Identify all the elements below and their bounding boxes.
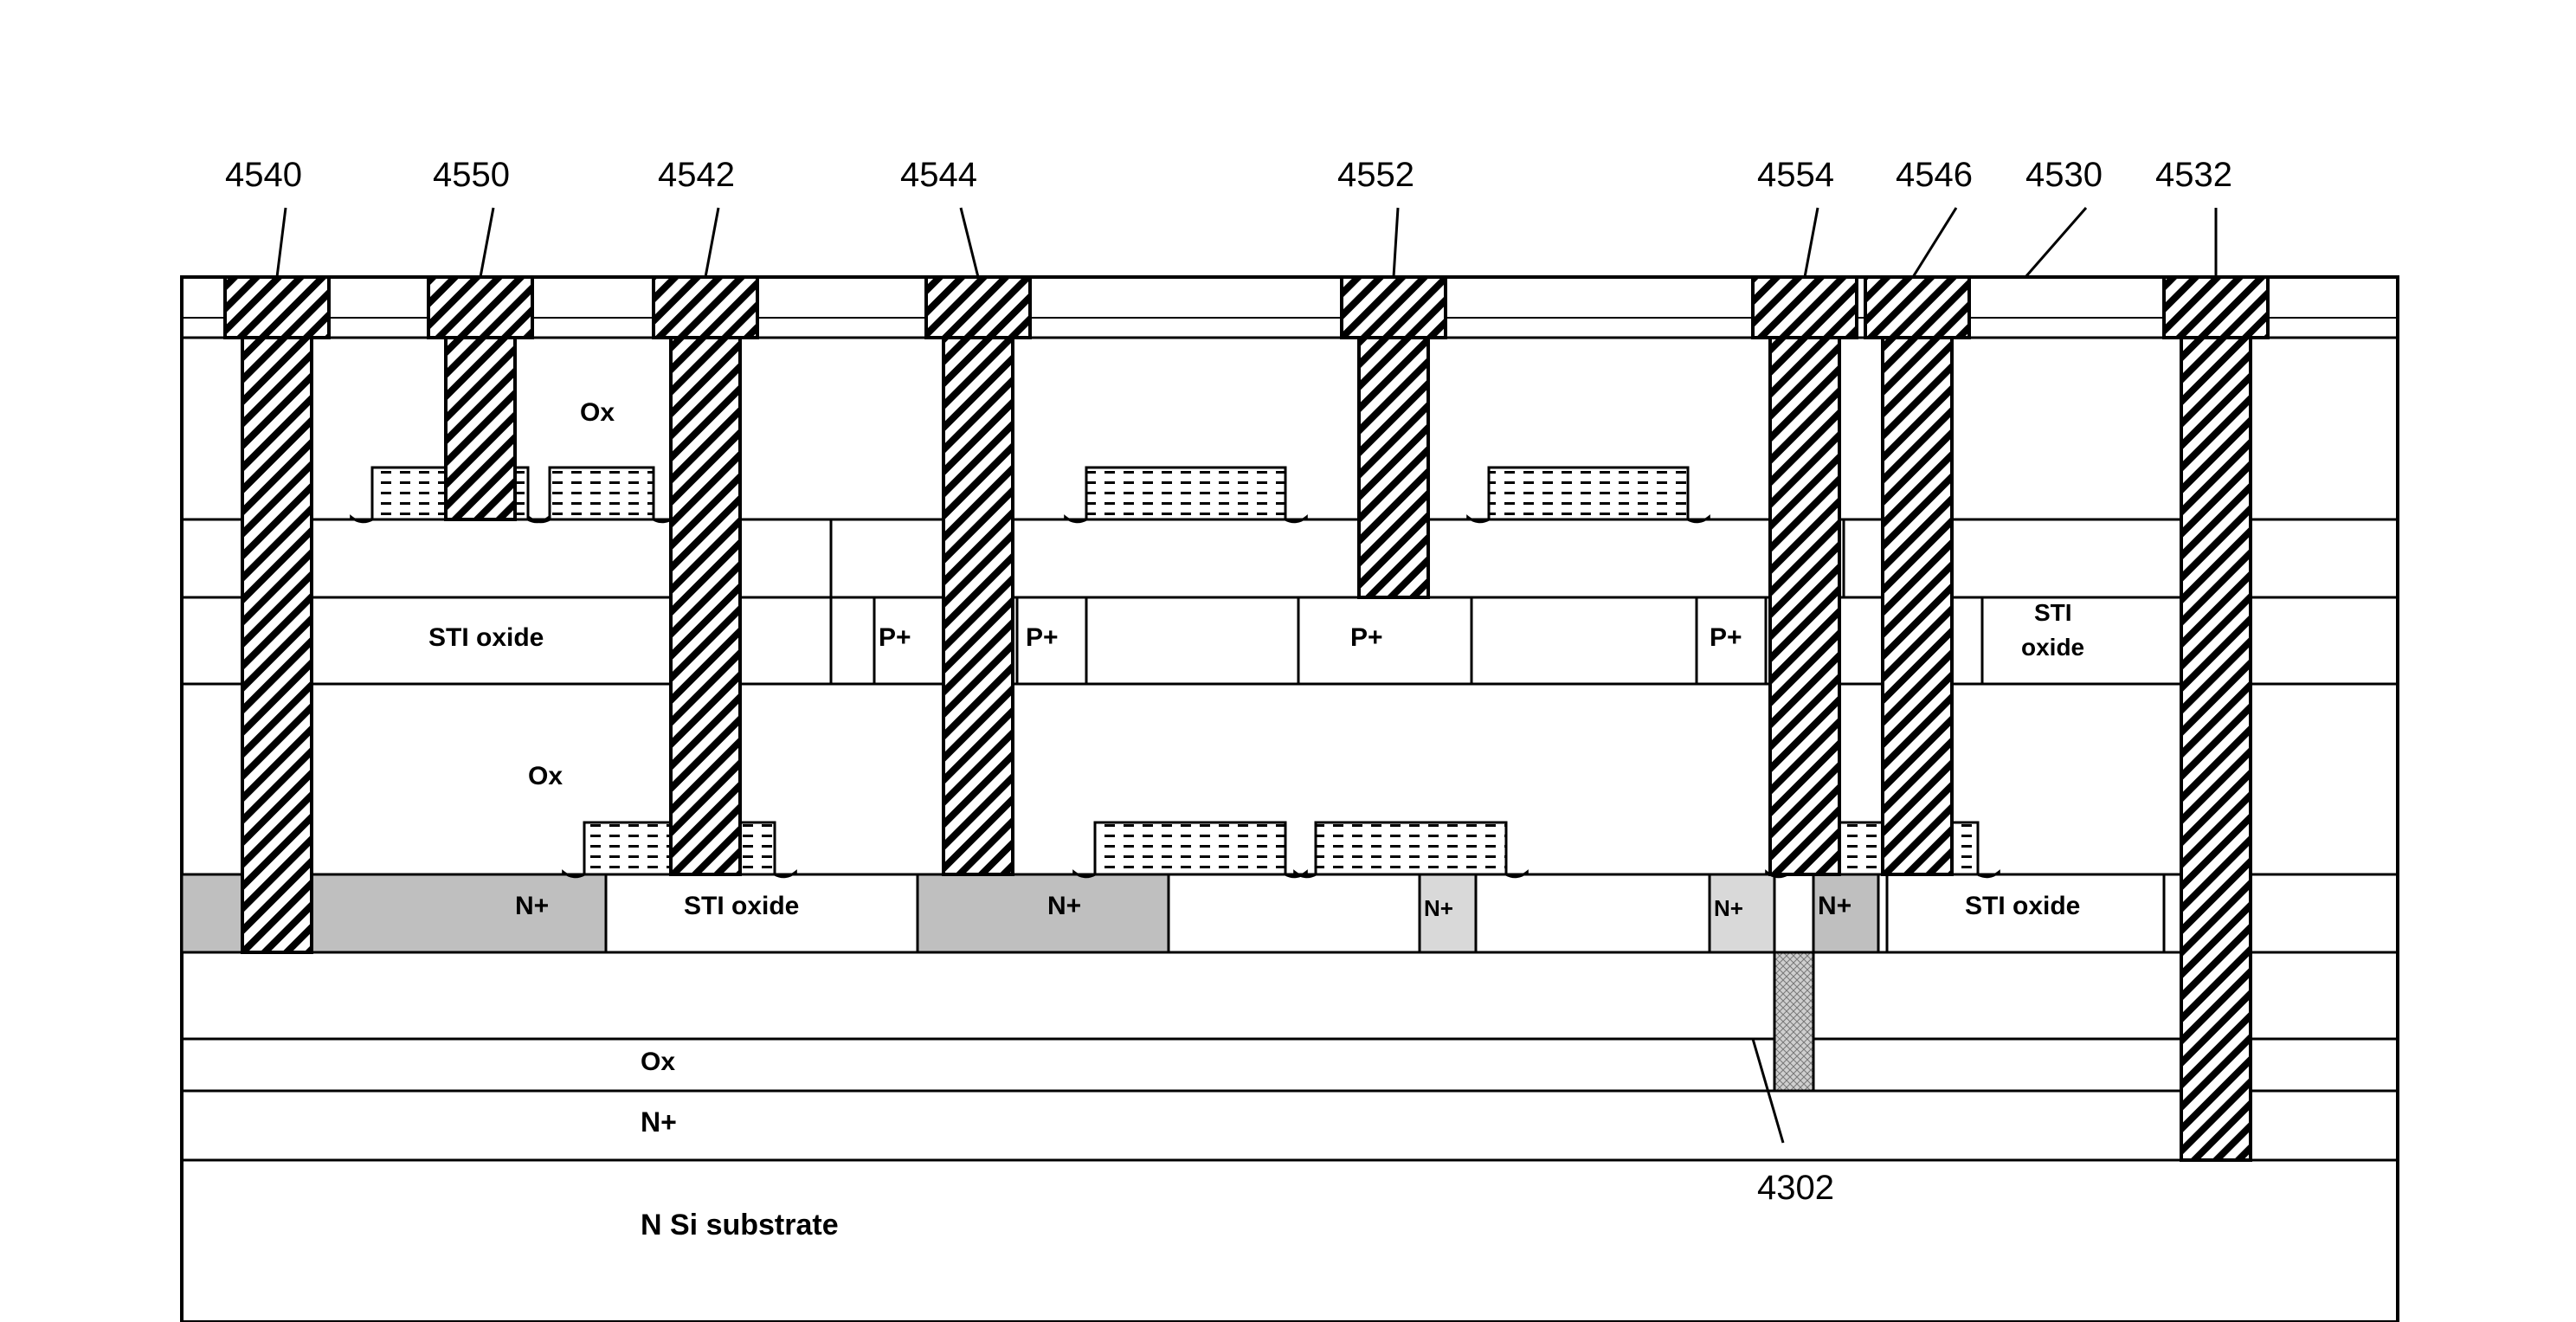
label: 4530 <box>2025 156 2103 195</box>
pillar-4550 <box>446 338 515 519</box>
label: 4540 <box>225 156 302 195</box>
label: 4544 <box>900 156 977 195</box>
label: Ox <box>528 762 563 791</box>
label: STI oxide <box>428 623 544 653</box>
label: N+ <box>641 1106 677 1138</box>
label: STI oxide <box>684 892 799 921</box>
pillar-4540 <box>242 338 312 952</box>
label: 4532 <box>2155 156 2232 195</box>
label: STI <box>2034 599 2072 627</box>
label: 4302 <box>1757 1169 1834 1208</box>
label: N+ <box>1818 892 1852 921</box>
label: oxide <box>2021 634 2084 661</box>
label: 4552 <box>1337 156 1414 195</box>
label: N+ <box>1424 895 1453 922</box>
pillar-4552 <box>1359 338 1428 597</box>
label: P+ <box>1026 623 1059 653</box>
label: N+ <box>1047 892 1081 921</box>
label: STI oxide <box>1965 892 2080 921</box>
label: P+ <box>879 623 911 653</box>
label: 4550 <box>433 156 510 195</box>
label: N+ <box>1714 895 1743 922</box>
label: 4554 <box>1757 156 1834 195</box>
label: P+ <box>1710 623 1742 653</box>
label: 4542 <box>658 156 735 195</box>
label: 4546 <box>1896 156 1973 195</box>
pillar-4554 <box>1770 338 1839 874</box>
pillar-4544 <box>943 338 1013 874</box>
pillar-4546 <box>1883 338 1952 874</box>
label: N Si substrate <box>641 1209 839 1242</box>
label: Ox <box>580 398 615 428</box>
label: P+ <box>1350 623 1383 653</box>
label: Ox <box>641 1048 675 1077</box>
pillar-4532 <box>2181 338 2251 1160</box>
pillar-4542 <box>671 338 740 874</box>
label: N+ <box>515 892 549 921</box>
